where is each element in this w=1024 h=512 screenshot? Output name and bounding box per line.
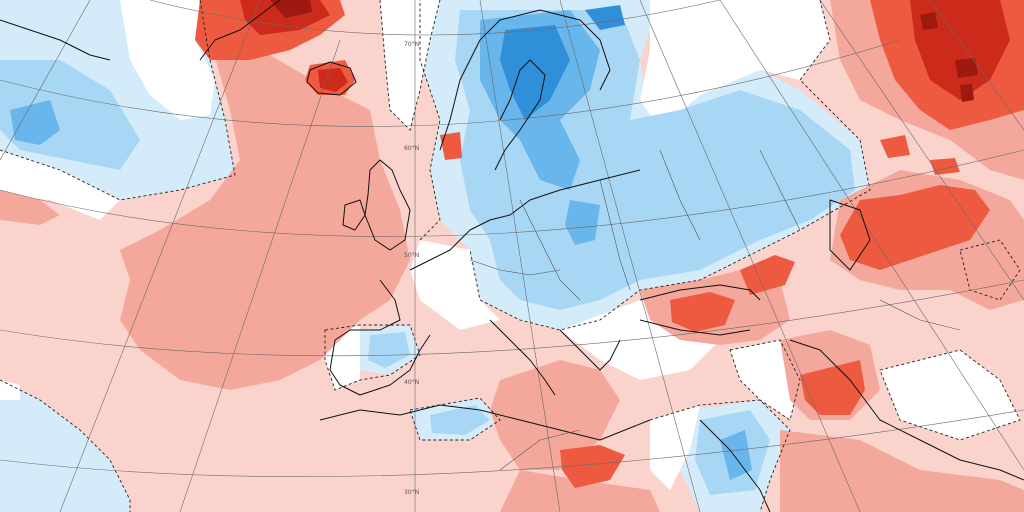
country-borders: [469, 149, 961, 471]
lat-label-40: 40°N: [404, 379, 419, 386]
graticule-parallels: [0, 0, 1024, 477]
warm-anomaly-peak-regions: [240, 0, 1010, 102]
lat-label-70: 70°N: [404, 41, 419, 48]
cool-anomaly-peak-regions: [500, 5, 625, 120]
lat-label-50: 50°N: [404, 252, 419, 259]
lat-label-60: 60°N: [404, 145, 419, 152]
lat-label-30: 30°N: [404, 489, 419, 496]
